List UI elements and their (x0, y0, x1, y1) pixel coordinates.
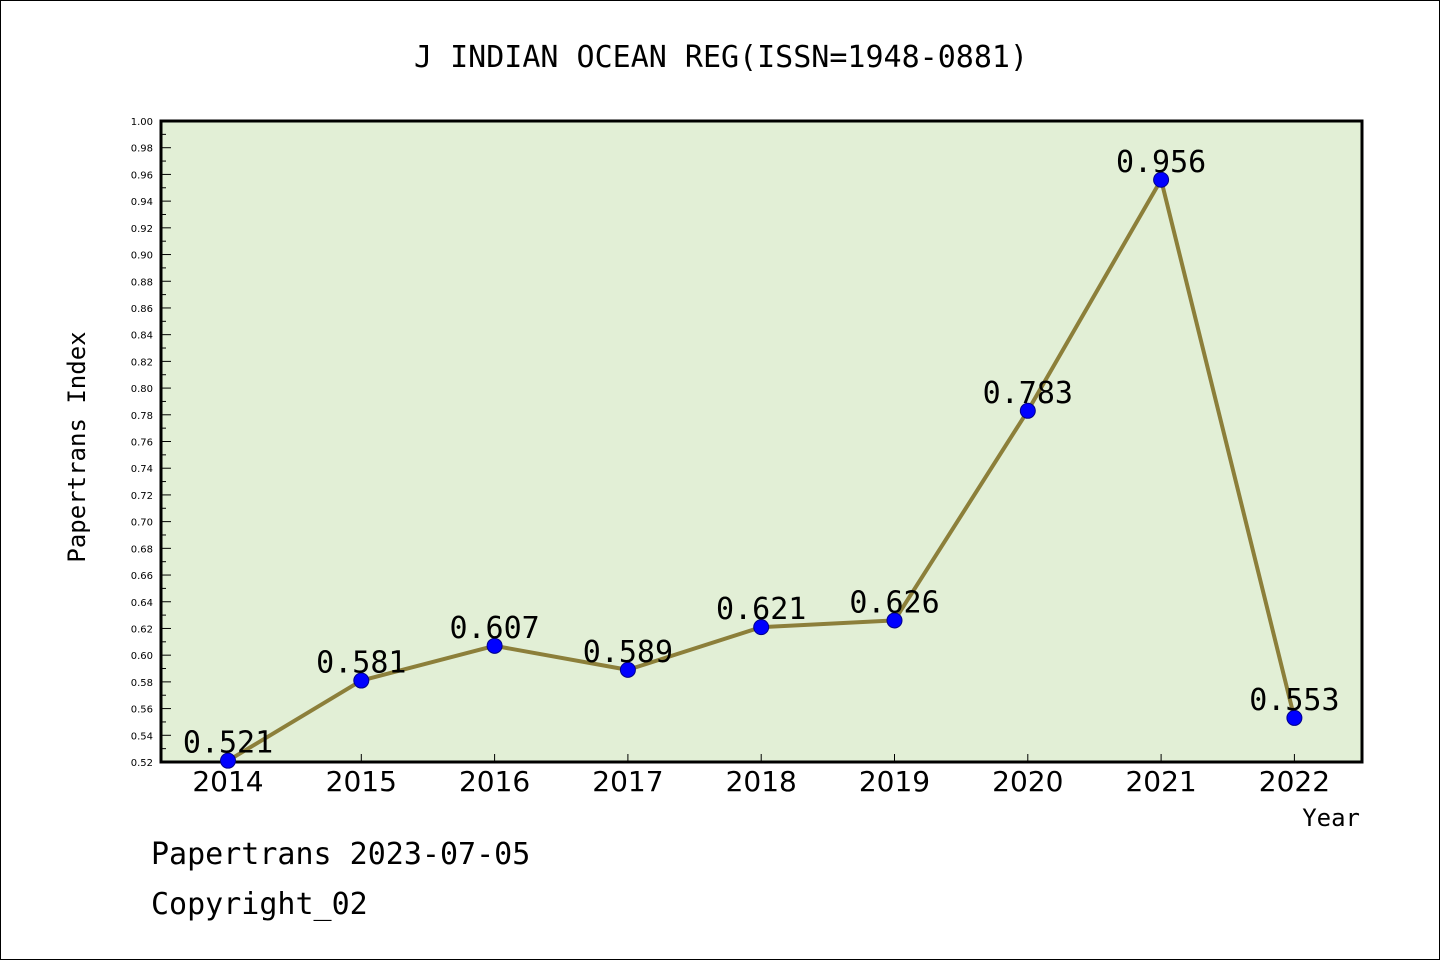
chart-title: J INDIAN OCEAN REG(ISSN=1948-0881) (414, 40, 1028, 75)
x-tick-label: 2017 (592, 765, 663, 798)
data-label: 0.521 (183, 726, 273, 761)
x-tick-label: 2014 (192, 765, 263, 798)
x-tick-label: 2021 (1125, 765, 1196, 798)
y-tick-label: 0.90 (131, 251, 153, 262)
y-tick-label: 0.60 (131, 651, 153, 662)
data-point (353, 672, 370, 689)
data-label: 0.783 (983, 376, 1073, 411)
y-tick-label: 0.82 (131, 357, 153, 368)
y-tick-label: 0.76 (131, 438, 153, 449)
data-label: 0.626 (849, 585, 939, 620)
y-tick-label: 0.64 (131, 598, 153, 609)
y-tick-label: 0.72 (131, 491, 153, 502)
x-tick-label: 2022 (1259, 765, 1330, 798)
y-axis-ticks: 0.52 0.54 0.56 0.58 0.60 0.62 0.64 0.66 0.68 0.70… (131, 117, 171, 769)
data-point (619, 661, 636, 678)
data-label: 0.553 (1249, 683, 1339, 718)
data-point (220, 752, 236, 769)
x-axis-ticks: 2014 2015 2016 2017 2018 2019 2020 2021 2022 (192, 754, 1330, 798)
x-tick-label: 2015 (326, 765, 397, 798)
data-point (486, 637, 503, 654)
data-points (220, 171, 1303, 769)
y-tick-label: 0.84 (131, 331, 153, 342)
footer-copyright: Copyright_02 (151, 887, 368, 922)
x-tick-label: 2016 (459, 765, 530, 798)
y-tick-label: 0.56 (131, 705, 153, 716)
data-labels: 0.521 0.581 0.607 0.589 0.621 0.626 0.783 0.956… (183, 145, 1340, 761)
data-label: 0.956 (1116, 145, 1206, 180)
y-tick-label: 0.62 (131, 624, 153, 635)
y-tick-label: 0.96 (131, 170, 153, 181)
data-point (1153, 171, 1170, 188)
y-tick-label: 0.74 (131, 464, 153, 475)
y-tick-label: 0.98 (131, 144, 153, 155)
x-tick-label: 2019 (859, 765, 930, 798)
x-tick-label: 2020 (992, 765, 1063, 798)
data-point (1019, 402, 1036, 419)
data-label: 0.581 (316, 646, 406, 681)
data-point (753, 619, 770, 636)
data-label: 0.621 (716, 592, 806, 627)
plot-area (159, 119, 1364, 764)
x-axis-label: Year (1302, 804, 1360, 832)
y-tick-label: 0.66 (131, 571, 153, 582)
y-tick-label: 1.00 (131, 117, 153, 128)
y-axis-label: Papertrans Index (63, 331, 91, 562)
data-point (1286, 709, 1303, 726)
x-tick-label: 2018 (726, 765, 797, 798)
y-tick-label: 0.54 (131, 731, 153, 742)
y-tick-label: 0.78 (131, 411, 153, 422)
y-tick-label: 0.88 (131, 277, 153, 288)
data-point (886, 612, 903, 629)
footer-date: Papertrans 2023-07-05 (151, 837, 531, 872)
y-tick-label: 0.68 (131, 544, 153, 555)
data-label: 0.607 (449, 611, 539, 646)
y-tick-label: 0.52 (131, 758, 153, 769)
y-tick-label: 0.86 (131, 304, 153, 315)
y-tick-label: 0.70 (131, 518, 153, 529)
y-tick-label: 0.58 (131, 678, 153, 689)
y-tick-label: 0.92 (131, 224, 153, 235)
y-tick-label: 0.94 (131, 197, 153, 208)
y-tick-label: 0.80 (131, 384, 153, 395)
data-label: 0.589 (583, 635, 673, 670)
